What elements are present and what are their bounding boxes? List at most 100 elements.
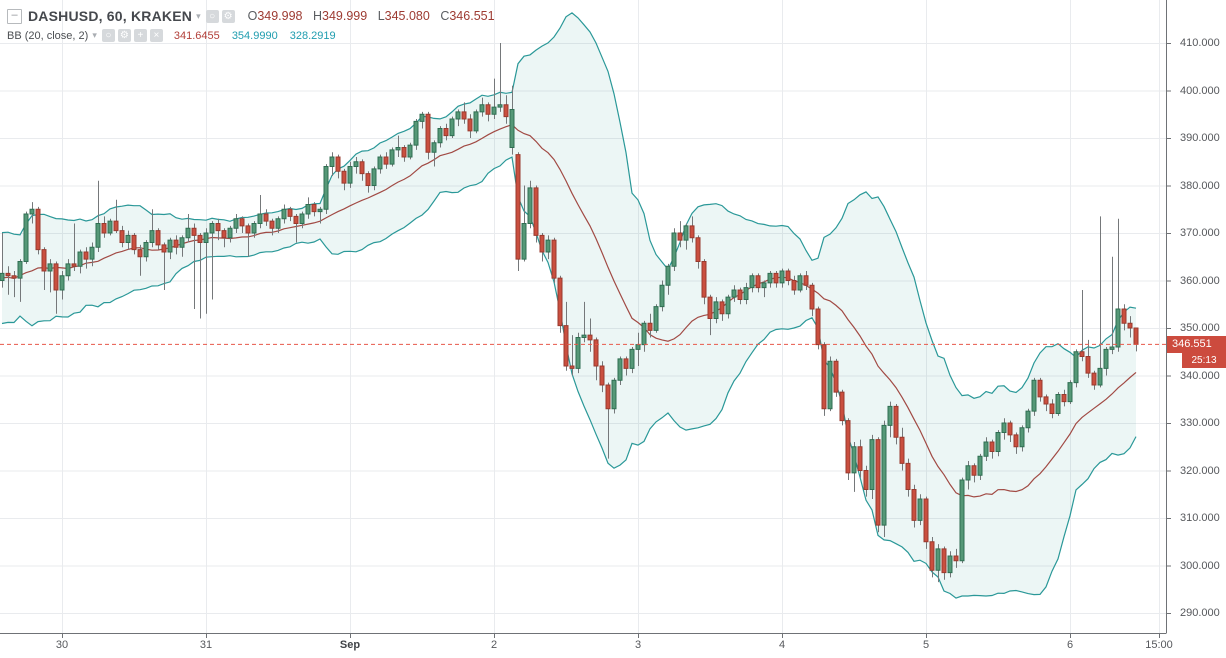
candle-body bbox=[107, 220, 113, 234]
candle-body bbox=[863, 470, 869, 490]
candle-body bbox=[899, 436, 905, 464]
time-axis-label: 5 bbox=[922, 639, 930, 651]
candle-body bbox=[923, 498, 929, 543]
candle-body bbox=[179, 237, 185, 248]
visibility-toggle-icon[interactable]: ○ bbox=[205, 9, 219, 23]
price-axis-label: 300.000 bbox=[1180, 559, 1220, 572]
candle-body bbox=[647, 322, 653, 331]
candle-body bbox=[533, 187, 539, 236]
candle-body bbox=[383, 156, 389, 165]
price-axis-label: 290.000 bbox=[1180, 607, 1220, 619]
candle-body bbox=[275, 218, 281, 229]
settings-gear-icon[interactable]: ⚙ bbox=[117, 29, 131, 42]
bar-countdown-label: 25:13 bbox=[1182, 353, 1226, 369]
candle-body bbox=[29, 208, 35, 215]
candle-body bbox=[983, 441, 989, 457]
candle-body bbox=[1043, 396, 1049, 405]
candle-body bbox=[851, 446, 857, 474]
candle-body bbox=[995, 432, 1001, 452]
open-value: O349.998 bbox=[247, 9, 303, 23]
candle-body bbox=[173, 239, 179, 248]
time-axis-label: 2 bbox=[490, 639, 498, 651]
candle-body bbox=[575, 337, 581, 369]
candle-body bbox=[449, 118, 455, 137]
candle-body bbox=[905, 462, 911, 490]
candle-body bbox=[869, 439, 875, 490]
candle-body bbox=[467, 118, 473, 132]
candle-body bbox=[821, 344, 827, 410]
candle-body bbox=[11, 275, 17, 279]
candle-body bbox=[149, 230, 155, 243]
candle-body bbox=[521, 223, 527, 260]
candle-body bbox=[947, 555, 953, 574]
visibility-toggle-icon[interactable]: ○ bbox=[101, 29, 115, 42]
candle-body bbox=[743, 287, 749, 300]
candle-body bbox=[749, 275, 755, 289]
candle-body bbox=[611, 379, 617, 410]
bb-upper-value: 354.9990 bbox=[231, 29, 278, 42]
candle-body bbox=[1061, 394, 1067, 403]
candle-body bbox=[1103, 348, 1109, 369]
candle-body bbox=[527, 187, 533, 224]
candle-body bbox=[269, 220, 275, 229]
candle-body bbox=[371, 168, 377, 186]
candle-body bbox=[1115, 308, 1121, 348]
indicator-label[interactable]: BB (20, close, 2) bbox=[7, 29, 89, 42]
candle-body bbox=[761, 282, 767, 289]
candle-body bbox=[1097, 367, 1103, 386]
candle-body bbox=[323, 166, 329, 210]
candle-body bbox=[587, 334, 593, 341]
bb-lower-value: 328.2919 bbox=[289, 29, 336, 42]
candle-body bbox=[767, 272, 773, 284]
candle-body bbox=[77, 251, 83, 267]
ohlc-readout: O349.998 H349.999 L345.080 C346.551 bbox=[248, 9, 502, 23]
delete-icon[interactable]: × bbox=[149, 29, 163, 42]
candle-body bbox=[17, 261, 23, 279]
candle-body bbox=[41, 249, 47, 272]
candle-body bbox=[539, 234, 545, 253]
collapse-icon[interactable]: – bbox=[7, 8, 22, 24]
candle-body bbox=[893, 405, 899, 438]
chevron-down-icon[interactable]: ▾ bbox=[92, 30, 97, 40]
candle-body bbox=[251, 223, 257, 234]
candle-body bbox=[617, 358, 623, 381]
price-axis-label: 320.000 bbox=[1180, 464, 1220, 477]
candle-body bbox=[455, 111, 461, 120]
price-axis-label: 400.000 bbox=[1180, 84, 1220, 97]
candle-body bbox=[1025, 410, 1031, 429]
chevron-down-icon[interactable]: ▾ bbox=[196, 10, 201, 21]
settings-gear-icon[interactable]: ⚙ bbox=[221, 9, 235, 23]
bb-upper-band bbox=[1, 12, 1137, 399]
candle-body bbox=[929, 541, 935, 571]
candle-body bbox=[245, 225, 251, 234]
high-value: H349.999 bbox=[313, 9, 368, 23]
add-icon[interactable]: + bbox=[133, 29, 147, 42]
candle-body bbox=[563, 325, 569, 367]
candle-body bbox=[47, 263, 53, 272]
candle-body bbox=[671, 232, 677, 267]
candle-body bbox=[557, 277, 563, 327]
candle-body bbox=[491, 106, 497, 115]
candle-body bbox=[23, 213, 29, 262]
bb-band-fill bbox=[2, 12, 1136, 599]
candle-body bbox=[773, 272, 779, 284]
candle-body bbox=[161, 244, 167, 253]
candle-body bbox=[5, 272, 11, 277]
candle-body bbox=[707, 296, 713, 319]
symbol-title[interactable]: DASHUSD, 60, KRAKEN bbox=[28, 8, 193, 24]
candle-body bbox=[737, 289, 743, 300]
candle-body bbox=[779, 270, 785, 284]
candle-body bbox=[581, 334, 587, 338]
candle-body bbox=[185, 227, 191, 239]
candle-body bbox=[701, 261, 707, 298]
candle-body bbox=[443, 128, 449, 137]
candle-body bbox=[311, 204, 317, 213]
candle-body bbox=[359, 161, 365, 175]
candle-body bbox=[377, 156, 383, 170]
candle-body bbox=[281, 208, 287, 220]
candle-body bbox=[785, 270, 791, 281]
time-axis-label: 15:00 bbox=[1145, 639, 1173, 651]
candle-body bbox=[479, 104, 485, 113]
